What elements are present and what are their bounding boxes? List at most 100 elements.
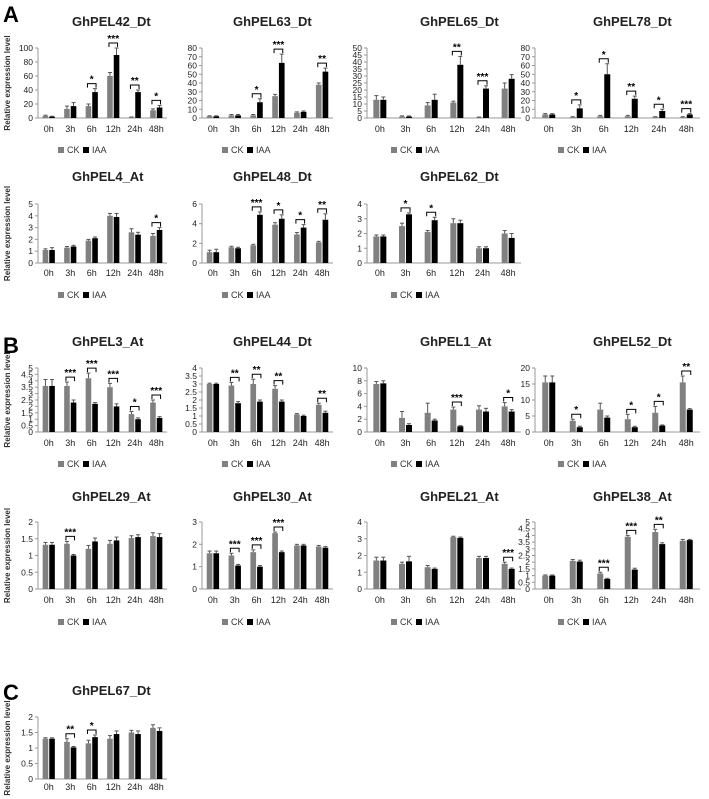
x-tick-label: 12h	[106, 438, 121, 448]
legend-label-CK: CK	[400, 290, 413, 300]
bar-CK-24h	[476, 409, 482, 432]
bar-CK-0h	[542, 382, 549, 432]
y-tick-label: 1	[525, 571, 530, 581]
y-tick-label: 3.5	[21, 382, 33, 392]
significance-label: *	[404, 199, 408, 210]
chart-GhPEL30_At: GhPEL30_At 0 1 2 3 0h 3h 6h 12h 24h 48h *** *** *** CK…	[192, 489, 333, 627]
y-tick-label: 60	[188, 61, 198, 71]
x-tick-label: 12h	[106, 268, 121, 278]
significance-label: **	[655, 515, 663, 526]
y-tick-label: 1.5	[518, 564, 530, 574]
significance-bracket	[626, 529, 637, 535]
y-tick-label: 0.5	[21, 567, 33, 577]
x-tick-label: 3h	[230, 124, 240, 134]
significance-bracket	[451, 401, 462, 407]
y-tick-label: 2	[357, 229, 362, 239]
significance-label: ***	[598, 558, 610, 569]
significance-bracket	[503, 397, 514, 402]
bar-IAA-3h	[70, 106, 77, 118]
legend-label-CK: CK	[400, 617, 413, 627]
bar-CK-48h	[501, 88, 508, 118]
bar-IAA-6h	[92, 541, 98, 589]
significance-label: *	[298, 211, 302, 222]
x-tick-label: 3h	[65, 268, 75, 278]
significance-bracket	[108, 377, 119, 383]
x-tick-label: 6h	[426, 595, 436, 605]
significance-label: *	[133, 398, 137, 409]
significance-bracket	[681, 370, 692, 375]
x-tick-label: 0h	[544, 124, 554, 134]
y-tick-label: 2.5	[21, 395, 33, 405]
significance-bracket	[295, 219, 306, 224]
significance-label: ***	[251, 536, 263, 547]
x-tick-label: 3h	[400, 124, 410, 134]
y-tick-label: 70	[188, 52, 198, 62]
bar-CK-3h	[64, 385, 70, 432]
x-tick-label: 6h	[426, 438, 436, 448]
significance-label: **	[131, 76, 139, 87]
y-tick-label: 4	[28, 376, 33, 386]
y-tick-label: 3	[357, 214, 362, 224]
bar-IAA-3h	[576, 561, 583, 589]
legend-swatch-IAA	[583, 619, 589, 625]
bar-IAA-48h	[156, 107, 163, 118]
legend-label-IAA: IAA	[92, 459, 107, 469]
bar-IAA-24h	[135, 537, 141, 589]
significance-bracket	[86, 367, 97, 373]
bar-IAA-3h	[235, 248, 241, 263]
bar-CK-12h	[450, 409, 457, 432]
bar-IAA-24h	[300, 111, 307, 118]
legend-label-CK: CK	[67, 145, 80, 155]
significance-bracket	[598, 566, 609, 572]
chart-GhPEL42_Dt: GhPEL42_Dt Relative expression level 0 20 40…	[3, 14, 167, 155]
legend-swatch-IAA	[416, 619, 422, 625]
significance-bracket	[626, 408, 637, 414]
y-tick-label: 6	[357, 389, 362, 399]
bar-IAA-6h	[92, 92, 98, 118]
significance-bracket	[653, 523, 664, 529]
y-tick-label: 80	[188, 43, 198, 53]
y-tick-label: 1	[357, 243, 362, 253]
significance-bracket	[426, 211, 437, 217]
x-tick-label: 48h	[679, 438, 694, 448]
x-tick-label: 3h	[571, 124, 581, 134]
x-tick-label: 12h	[449, 595, 464, 605]
bar-IAA-48h	[156, 537, 163, 589]
significance-label: ***	[251, 198, 263, 209]
y-tick-label: 2	[192, 539, 197, 549]
y-tick-label: 50	[188, 69, 198, 79]
bar-IAA-12h	[113, 540, 120, 589]
x-tick-label: 12h	[271, 438, 286, 448]
legend-swatch-IAA	[247, 461, 253, 467]
bar-CK-0h	[542, 575, 549, 589]
chart-title: GhPEL3_At	[72, 334, 144, 349]
legend-label-IAA: IAA	[256, 617, 271, 627]
bar-IAA-24h	[135, 734, 141, 779]
significance-label: ***	[625, 521, 637, 532]
y-tick-label: 1.5	[21, 408, 33, 418]
x-tick-label: 48h	[501, 438, 516, 448]
bar-CK-12h	[450, 102, 457, 118]
bar-CK-3h	[569, 420, 576, 432]
legend-label-CK: CK	[67, 459, 80, 469]
bar-CK-12h	[272, 96, 278, 118]
bar-IAA-0h	[213, 384, 220, 432]
y-tick-label: 3	[192, 379, 197, 389]
legend-label-IAA: IAA	[425, 290, 440, 300]
x-tick-label: 0h	[44, 124, 54, 134]
bar-IAA-3h	[70, 555, 77, 589]
x-tick-label: 24h	[293, 268, 308, 278]
bar-IAA-24h	[483, 248, 489, 263]
significance-label: *	[574, 405, 578, 416]
chart-GhPEL38_At: GhPEL38_At 00.511.522.533.544.55 0h 3h 6h 12h…	[518, 489, 700, 627]
x-tick-label: 12h	[106, 124, 121, 134]
bar-CK-48h	[315, 546, 322, 589]
legend-label-CK: CK	[400, 459, 413, 469]
legend-label-CK: CK	[67, 290, 80, 300]
significance-bracket	[251, 93, 262, 98]
x-tick-label: 6h	[599, 595, 609, 605]
y-tick-label: 0	[192, 113, 197, 123]
bar-IAA-48h	[508, 237, 515, 263]
x-tick-label: 0h	[44, 268, 54, 278]
